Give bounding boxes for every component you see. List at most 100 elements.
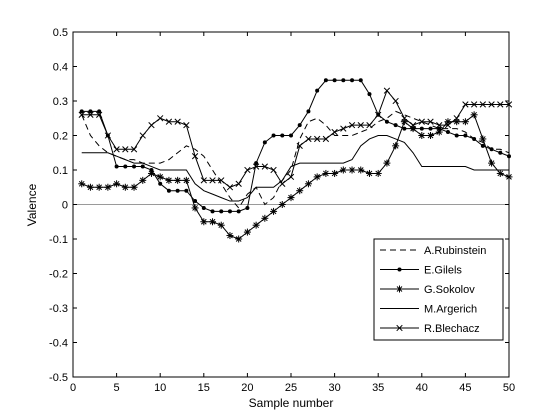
series-m-argerich — [81, 135, 509, 202]
data-point — [175, 188, 180, 193]
data-point — [200, 177, 207, 184]
y-tick-label: 0 — [62, 200, 68, 212]
data-point — [463, 133, 468, 138]
data-point — [470, 111, 478, 119]
data-point — [78, 180, 86, 188]
data-point — [200, 218, 208, 226]
data-point — [322, 169, 330, 177]
data-point — [165, 118, 173, 125]
data-point — [315, 88, 320, 93]
data-point — [383, 87, 391, 94]
data-point — [480, 143, 485, 148]
data-point — [139, 176, 147, 184]
data-point — [365, 169, 373, 177]
data-point — [235, 235, 243, 243]
data-point — [445, 130, 450, 135]
data-point — [472, 136, 477, 141]
data-point — [139, 132, 146, 139]
data-point — [174, 118, 181, 125]
series-g-sokolov — [78, 111, 513, 243]
data-point — [130, 146, 138, 153]
data-point — [130, 183, 138, 191]
data-point — [479, 101, 486, 108]
x-tick-label: 50 — [503, 382, 515, 394]
data-point — [383, 159, 391, 167]
data-point — [287, 173, 295, 181]
data-point — [123, 164, 128, 169]
y-axis-label: Valence — [25, 183, 39, 226]
legend: A.Rubinstein E.Gilels G.Sokolov M.Argerich R… — [373, 238, 504, 341]
series-line — [81, 135, 509, 202]
x-axis-label: Sample number — [249, 396, 334, 410]
data-point — [479, 135, 487, 143]
data-point — [498, 150, 503, 155]
y-tick-label: -0.4 — [49, 338, 68, 350]
data-point — [252, 163, 260, 170]
data-point — [88, 109, 93, 114]
data-point — [182, 176, 190, 184]
data-point — [393, 123, 398, 128]
y-tick-label: 0.1 — [53, 165, 68, 177]
data-point — [341, 78, 346, 83]
data-point — [488, 159, 496, 167]
data-point — [296, 142, 303, 150]
data-point — [289, 133, 293, 138]
legend-entry-label: R.Blechacz — [424, 323, 480, 335]
data-point — [340, 125, 347, 132]
data-point — [453, 115, 460, 122]
data-point — [384, 119, 389, 124]
data-point — [435, 128, 443, 136]
data-point — [104, 132, 112, 139]
legend-entry-label: G.Sokolov — [424, 284, 475, 296]
data-point — [322, 135, 330, 143]
data-point — [97, 109, 102, 114]
y-tick-label: 0.5 — [53, 27, 68, 39]
data-point — [209, 177, 216, 184]
y-tick-label: -0.2 — [49, 269, 68, 281]
data-point — [113, 180, 121, 188]
y-tick-label: 0.2 — [53, 131, 68, 143]
data-point — [418, 118, 425, 125]
data-point — [157, 115, 164, 122]
data-point — [217, 221, 225, 229]
data-point — [305, 135, 312, 143]
data-point — [166, 188, 171, 193]
data-point — [174, 176, 182, 184]
data-point — [339, 166, 347, 174]
x-tick-label: 40 — [416, 382, 428, 394]
data-point — [392, 142, 400, 150]
data-point — [121, 183, 129, 191]
data-point — [191, 204, 199, 212]
data-point — [314, 135, 321, 143]
data-point — [357, 166, 365, 174]
legend-marker — [397, 267, 402, 272]
data-point — [331, 169, 339, 177]
data-point — [95, 183, 103, 191]
data-point — [297, 123, 302, 128]
data-point — [148, 121, 155, 129]
data-point — [374, 169, 382, 177]
data-point — [96, 111, 103, 118]
data-point — [243, 228, 251, 236]
legend-marker — [396, 324, 403, 332]
data-point — [235, 180, 242, 187]
series-line — [81, 113, 510, 240]
data-point — [193, 199, 198, 204]
data-point — [122, 146, 129, 153]
data-point — [278, 201, 286, 208]
data-point — [350, 78, 355, 83]
data-point — [279, 180, 286, 187]
data-point — [357, 121, 364, 129]
data-point — [254, 161, 259, 166]
data-point — [261, 163, 268, 170]
y-tick-label: -0.5 — [49, 372, 68, 384]
data-point — [226, 184, 234, 191]
data-point — [428, 126, 433, 131]
data-point — [209, 218, 217, 226]
data-point — [271, 133, 276, 138]
x-tick-label: 5 — [114, 382, 120, 394]
data-point — [488, 101, 495, 108]
data-point — [367, 92, 372, 97]
data-point — [156, 173, 164, 181]
